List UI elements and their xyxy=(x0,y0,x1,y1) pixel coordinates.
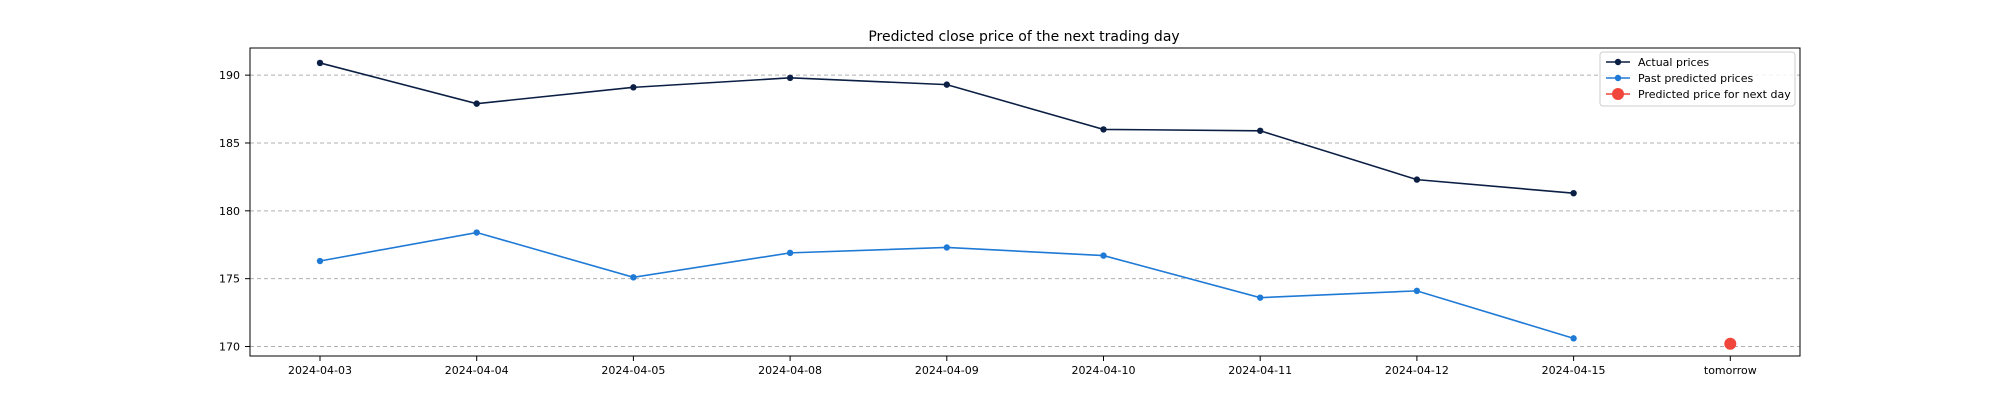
series-1-point xyxy=(473,229,480,236)
series-0-point xyxy=(1257,127,1264,134)
series-1-point xyxy=(630,274,637,281)
series-0-point xyxy=(630,84,637,91)
legend-swatch-marker xyxy=(1612,88,1624,100)
series-layer xyxy=(316,59,1737,350)
legend-label: Actual prices xyxy=(1638,56,1709,69)
x-tick-label: 2024-04-05 xyxy=(601,364,665,377)
series-1-point xyxy=(786,249,794,257)
series-1-point xyxy=(1257,294,1264,301)
series-0-point xyxy=(316,59,324,67)
legend-swatch-marker xyxy=(1614,58,1622,66)
legend-box xyxy=(1599,51,1796,107)
x-tick-label: 2024-04-10 xyxy=(1072,364,1136,377)
x-tick-label: 2024-04-11 xyxy=(1228,364,1292,377)
series-0-point xyxy=(943,81,950,88)
series-1-point xyxy=(943,244,950,251)
legend: Actual prices Past predicted prices Predic… xyxy=(1599,51,1796,107)
series-1-point xyxy=(1570,335,1577,342)
x-axis: 2024-04-03 2024-04-04 2024-04-05 2024-04-08… xyxy=(288,356,1757,377)
x-tick-label: 2024-04-03 xyxy=(288,364,352,377)
y-tick-label: 175 xyxy=(219,273,240,286)
series-0-point xyxy=(1413,176,1421,183)
grid xyxy=(250,74,1800,348)
series-1-point xyxy=(1100,252,1107,259)
legend-swatch-marker xyxy=(1614,74,1622,82)
series-1-point xyxy=(316,257,324,265)
plot-frame xyxy=(249,47,1801,357)
series-2-point xyxy=(1724,337,1737,350)
series-0-point xyxy=(1100,126,1107,133)
x-tick-label: 2024-04-15 xyxy=(1542,364,1606,377)
y-tick-label: 185 xyxy=(219,137,240,150)
series-0-point xyxy=(473,100,480,107)
x-tick-label: 2024-04-08 xyxy=(758,364,822,377)
chart-title: Predicted close price of the next tradin… xyxy=(868,29,1179,45)
legend-label: Predicted price for next day xyxy=(1638,88,1791,101)
x-tick-label: 2024-04-09 xyxy=(915,364,979,377)
series-1-point xyxy=(1413,287,1421,295)
legend-label: Past predicted prices xyxy=(1638,72,1753,85)
y-tick-label: 180 xyxy=(219,205,240,218)
y-tick-label: 170 xyxy=(219,341,240,354)
y-axis: 170 175 180 185 190 xyxy=(219,69,250,354)
x-tick-label: tomorrow xyxy=(1704,364,1757,377)
x-tick-label: 2024-04-04 xyxy=(445,364,509,377)
y-tick-label: 190 xyxy=(219,69,240,82)
x-tick-label: 2024-04-12 xyxy=(1385,364,1449,377)
series-0-point xyxy=(1570,189,1577,197)
series-0-point xyxy=(786,74,794,82)
